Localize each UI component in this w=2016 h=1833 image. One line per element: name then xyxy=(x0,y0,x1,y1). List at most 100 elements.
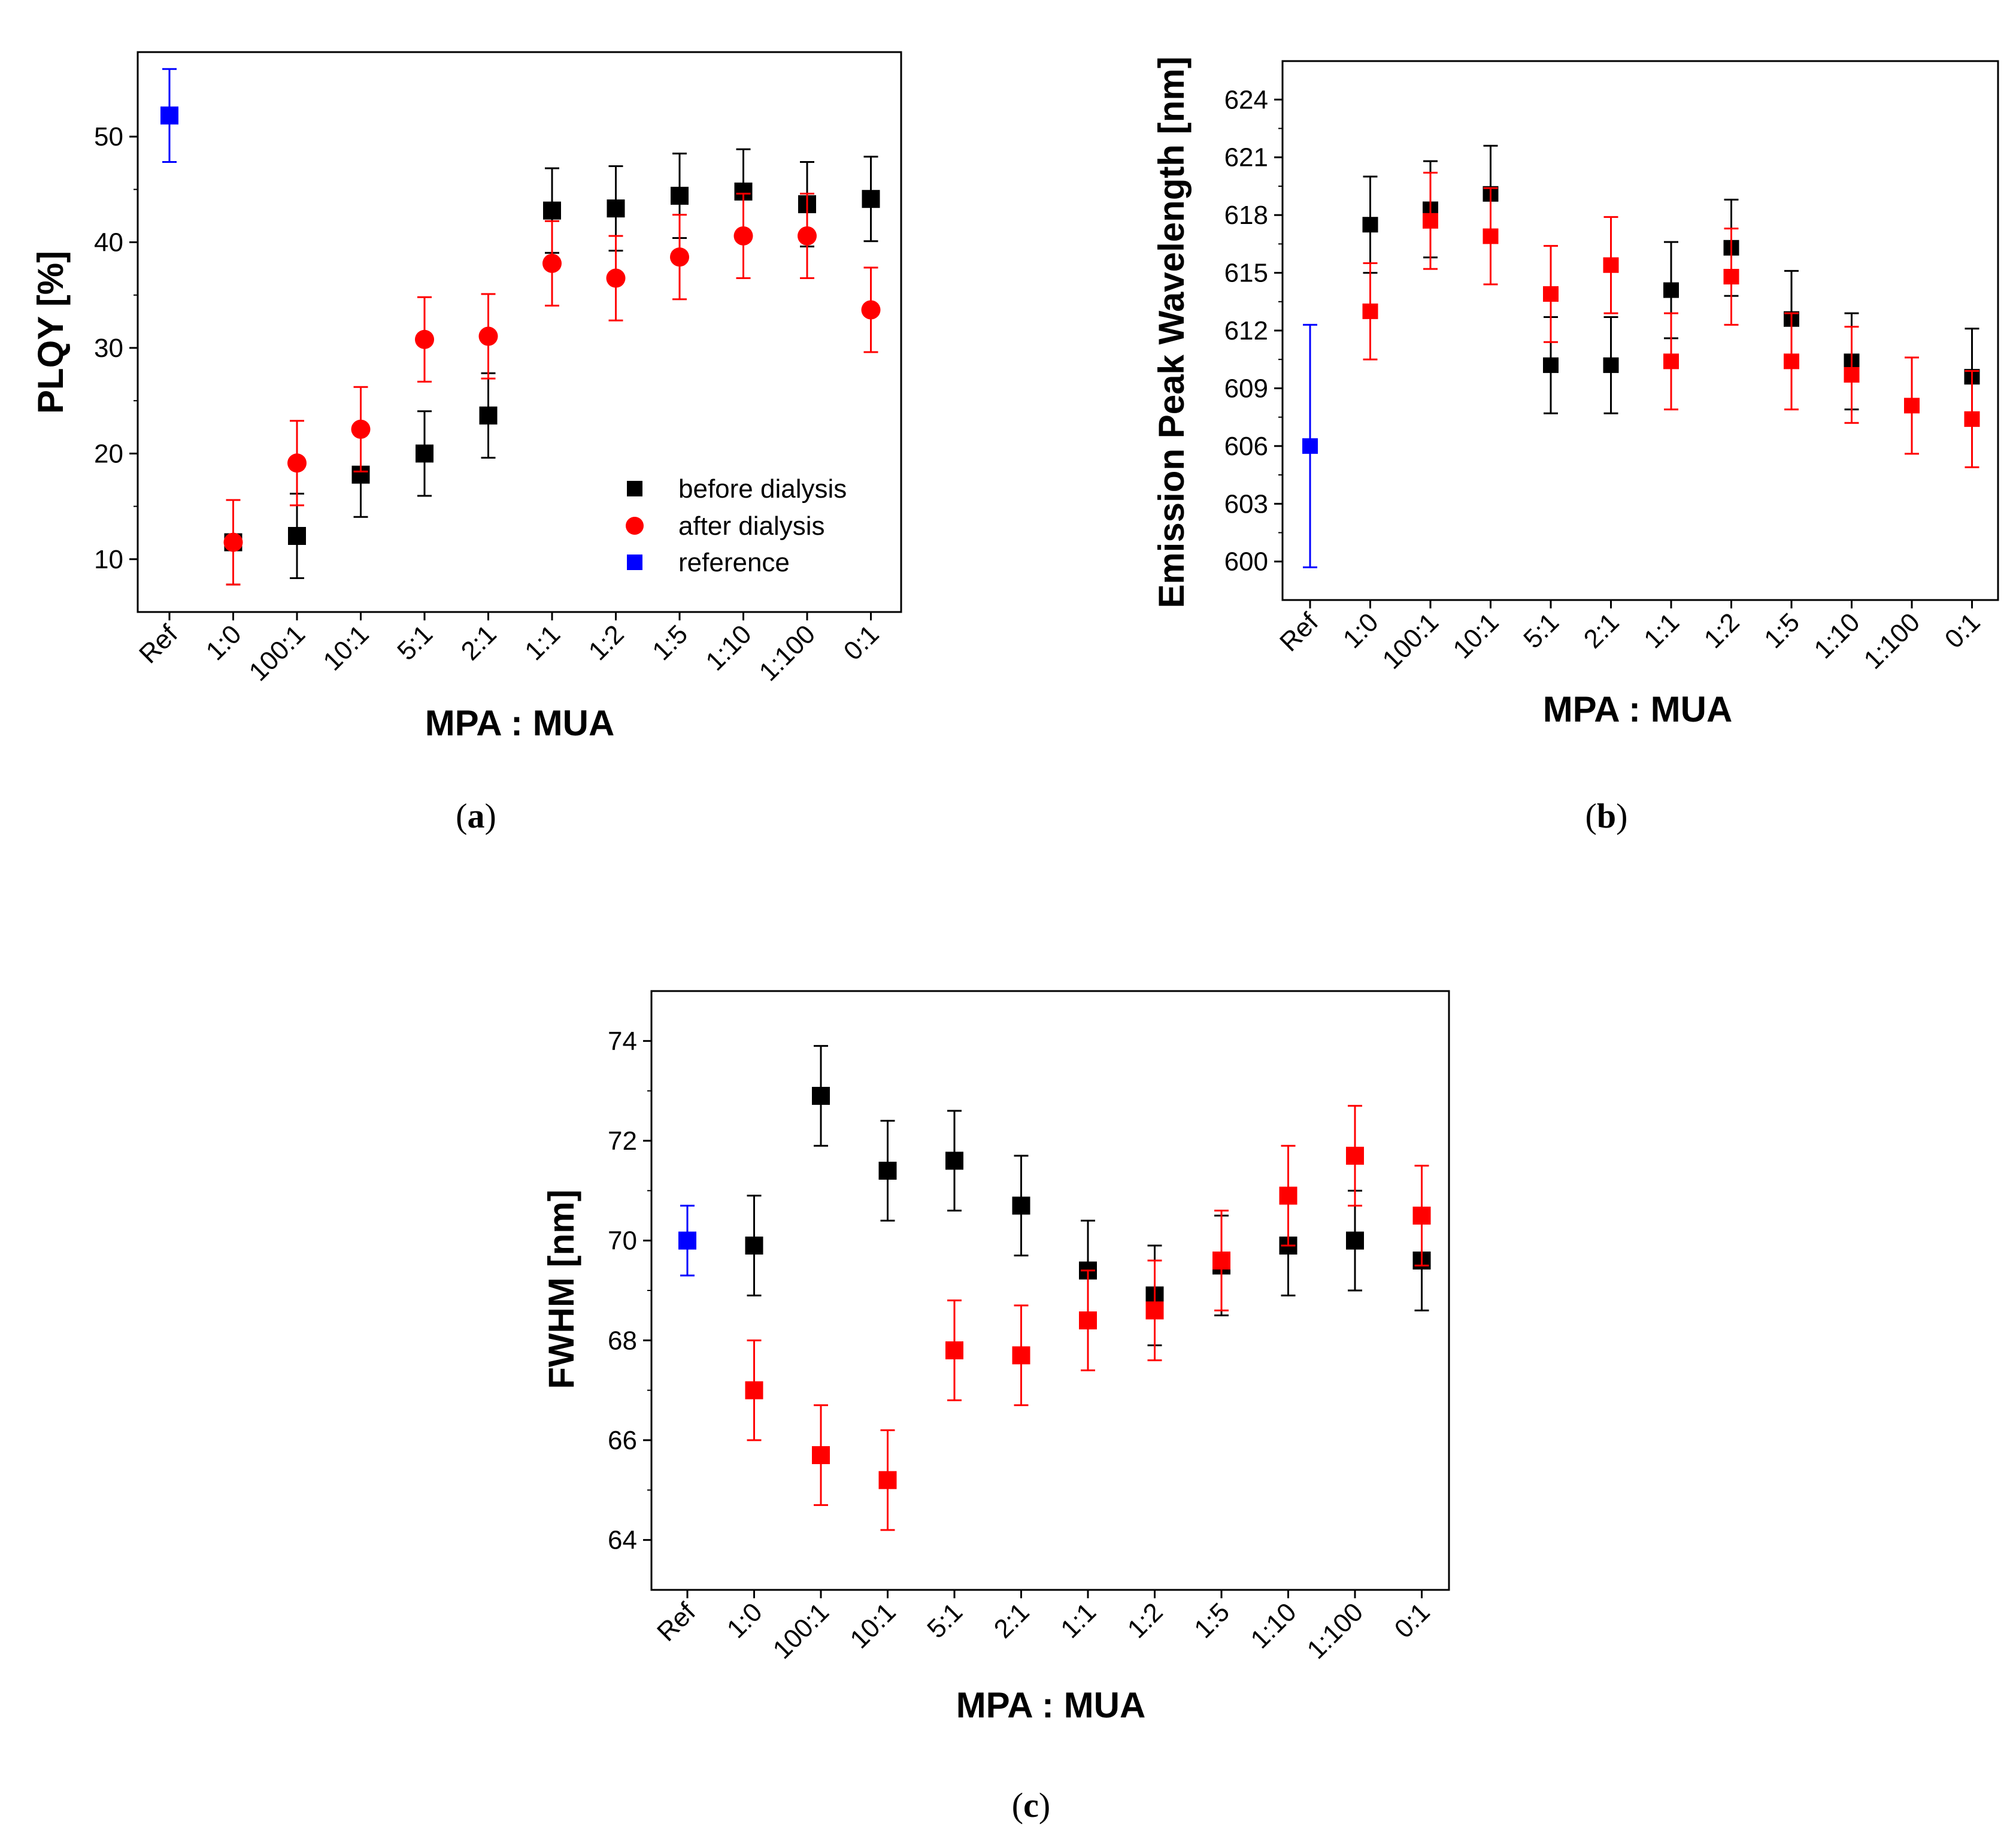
data-point-after xyxy=(1483,228,1499,244)
y-tick-label-c: 72 xyxy=(608,1126,637,1156)
data-point-reference xyxy=(160,106,178,125)
data-point-after xyxy=(745,1381,763,1399)
legend: before dialysis after dialysis reference xyxy=(626,474,847,577)
data-point-before xyxy=(1012,1196,1030,1215)
y-tick-label-b: 603 xyxy=(1224,489,1268,519)
data-point-after xyxy=(1279,1186,1297,1205)
ylabel-c: FWHM [nm] xyxy=(541,1189,581,1389)
data-point-after xyxy=(415,329,434,349)
data-point-before xyxy=(479,406,498,425)
data-point-after xyxy=(861,300,881,320)
x-tick-label-c: 5:1 xyxy=(921,1597,968,1644)
caption-b-letter: b xyxy=(1597,796,1616,835)
x-tick-label-c: 2:1 xyxy=(989,1597,1035,1644)
data-point-reference xyxy=(1302,438,1318,454)
data-point-before xyxy=(878,1162,897,1180)
data-point-after xyxy=(1603,257,1619,273)
y-tick-label-a: 40 xyxy=(94,228,123,257)
x-tick-label-a: 1:100 xyxy=(754,619,821,687)
x-tick-label-a: 1:0 xyxy=(201,619,247,666)
y-tick-label-b: 618 xyxy=(1224,201,1268,230)
x-tick-label-c: 1:1 xyxy=(1055,1597,1102,1644)
xlabel-c: MPA : MUA xyxy=(956,1685,1146,1725)
x-tick-label-b: 2:1 xyxy=(1578,607,1625,654)
y-tick-label-c: 68 xyxy=(608,1326,637,1355)
data-point-before xyxy=(288,526,306,545)
data-point-before xyxy=(671,186,689,205)
data-point-after xyxy=(1346,1147,1364,1165)
caption-a: (a) xyxy=(456,796,496,835)
ylabel-a: PLQY [%] xyxy=(31,251,71,414)
data-point-before xyxy=(543,201,561,220)
x-tick-label-c: 1:10 xyxy=(1245,1597,1302,1654)
x-tick-label-b: 1:100 xyxy=(1859,607,1926,675)
plot-frame-a xyxy=(137,51,902,613)
caption-c-letter: c xyxy=(1023,1786,1039,1825)
data-point-after xyxy=(812,1446,830,1464)
legend-label-after: after dialysis xyxy=(678,511,825,541)
x-tick-label-a: 10:1 xyxy=(317,619,374,676)
data-point-before xyxy=(812,1087,830,1105)
x-tick-label-a: 100:1 xyxy=(244,619,311,687)
data-point-after xyxy=(1012,1346,1030,1365)
data-point-after xyxy=(945,1341,963,1359)
data-point-after xyxy=(1145,1301,1164,1320)
y-tick-label-c: 64 xyxy=(608,1526,637,1555)
x-tick-label-c: Ref xyxy=(651,1597,702,1647)
x-tick-label-a: 1:5 xyxy=(647,619,693,666)
y-tick-label-b: 612 xyxy=(1224,316,1268,346)
data-point-after xyxy=(878,1471,897,1489)
caption-c: (c) xyxy=(1012,1786,1050,1825)
plot-frame-c xyxy=(650,990,1450,1591)
legend-label-before: before dialysis xyxy=(678,474,847,504)
y-tick-label-b: 624 xyxy=(1224,85,1268,114)
xlabel-a: MPA : MUA xyxy=(425,703,615,743)
x-tick-label-a: 1:10 xyxy=(700,619,757,676)
caption-a-letter: a xyxy=(468,796,485,835)
y-tick-label-b: 606 xyxy=(1224,432,1268,461)
x-tick-label-a: 0:1 xyxy=(838,619,885,666)
data-point-before xyxy=(945,1152,963,1170)
data-point-after xyxy=(1904,398,1920,414)
data-point-after xyxy=(351,419,371,439)
y-tick-label-a: 30 xyxy=(94,334,123,363)
x-tick-label-b: 1:5 xyxy=(1759,607,1805,654)
y-tick-label-c: 74 xyxy=(608,1026,637,1056)
plot-frame-b xyxy=(1281,60,1999,601)
data-point-after xyxy=(1543,286,1559,302)
data-point-after xyxy=(287,453,307,473)
y-tick-label-a: 10 xyxy=(94,545,123,574)
x-tick-label-c: 100:1 xyxy=(768,1597,835,1665)
x-tick-label-b: Ref xyxy=(1274,607,1324,658)
legend-marker-reference xyxy=(627,555,642,570)
x-tick-label-c: 10:1 xyxy=(844,1597,901,1654)
y-tick-label-c: 70 xyxy=(608,1226,637,1256)
x-tick-label-c: 1:5 xyxy=(1189,1597,1235,1644)
data-point-before xyxy=(1346,1231,1364,1250)
data-point-after xyxy=(1212,1252,1230,1270)
x-tick-label-b: 1:2 xyxy=(1699,607,1745,654)
data-point-after xyxy=(1844,366,1860,383)
x-tick-label-b: 1:0 xyxy=(1338,607,1384,654)
data-point-after xyxy=(1723,269,1739,284)
data-point-after xyxy=(1079,1311,1097,1329)
data-point-before xyxy=(1663,282,1679,298)
data-point-after xyxy=(606,268,626,288)
data-point-after xyxy=(1964,411,1980,427)
x-tick-label-b: 0:1 xyxy=(1939,607,1986,654)
data-point-after xyxy=(1784,353,1799,369)
data-point-before xyxy=(1362,217,1378,233)
data-point-after xyxy=(223,532,243,552)
data-point-before xyxy=(1603,357,1619,373)
data-point-before xyxy=(862,190,880,208)
data-point-before xyxy=(745,1237,763,1255)
data-point-before xyxy=(416,444,433,463)
data-point-after xyxy=(542,253,562,273)
